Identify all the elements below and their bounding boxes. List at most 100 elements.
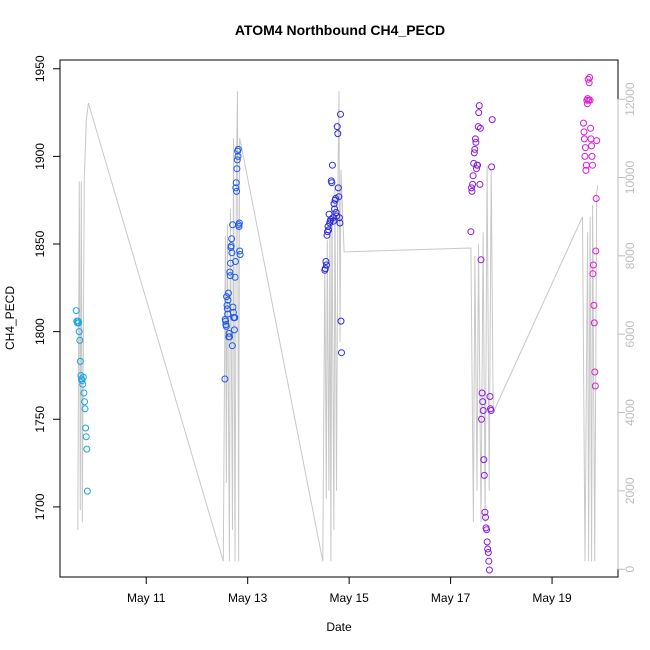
data-point — [581, 144, 589, 152]
data-point — [582, 166, 590, 174]
data-point — [75, 328, 83, 336]
data-point — [482, 513, 489, 521]
data-point — [234, 145, 242, 153]
data-point — [487, 407, 495, 414]
data-point — [486, 393, 494, 400]
data-point — [467, 228, 475, 236]
data-point — [321, 265, 329, 273]
y-right-tick-label: 2000 — [623, 477, 637, 504]
data-point — [226, 333, 233, 341]
data-point — [468, 187, 476, 195]
data-point — [80, 389, 88, 397]
data-point — [581, 152, 589, 160]
data-point — [334, 184, 342, 192]
data-point — [476, 180, 484, 188]
y-right-tick-label: 0 — [623, 566, 637, 573]
data-point — [479, 407, 487, 414]
data-point — [591, 368, 599, 376]
y-right-tick-label: 12000 — [623, 82, 637, 116]
data-point — [590, 301, 598, 309]
data-point — [72, 307, 80, 315]
data-point — [76, 357, 84, 365]
data-point — [470, 149, 478, 157]
data-point — [228, 342, 236, 350]
data-point — [469, 180, 477, 188]
data-point — [338, 349, 345, 357]
data-point — [584, 75, 592, 83]
data-point — [592, 195, 600, 202]
data-point — [228, 235, 236, 243]
data-point — [328, 161, 336, 169]
data-point — [224, 296, 232, 304]
line-layer — [77, 91, 599, 562]
data-point — [329, 217, 337, 225]
data-point — [476, 124, 484, 132]
x-tick-label: May 19 — [532, 591, 572, 605]
y-axis-left: 1700 1750 1800 1850 1900 1950 — [33, 55, 61, 520]
data-point — [475, 109, 483, 117]
data-point — [231, 314, 239, 322]
data-point — [236, 251, 244, 258]
data-point — [232, 184, 240, 192]
data-point — [236, 247, 244, 255]
data-point — [470, 159, 478, 167]
data-point — [81, 398, 88, 406]
data-point — [488, 116, 496, 124]
data-point — [232, 258, 239, 265]
y-right-tick-label: 8000 — [623, 242, 637, 269]
data-point — [333, 123, 341, 131]
x-tick-label: May 11 — [127, 591, 166, 605]
data-point — [75, 319, 83, 327]
data-point — [477, 256, 485, 264]
data-point — [335, 214, 343, 222]
data-point — [481, 508, 489, 516]
data-point — [322, 258, 330, 265]
y-tick-label: 1900 — [33, 143, 47, 170]
data-point — [232, 179, 240, 187]
data-point — [325, 226, 333, 234]
data-point — [233, 187, 240, 195]
data-point — [471, 135, 479, 143]
data-point — [585, 79, 593, 87]
data-point — [588, 152, 596, 160]
series-line-right — [77, 91, 599, 562]
data-point — [230, 326, 238, 334]
chart-title: ATOM4 Northbound CH4_PECD — [235, 22, 445, 38]
data-point — [587, 135, 595, 143]
data-point — [78, 377, 86, 385]
data-point — [589, 270, 597, 278]
data-point — [469, 172, 477, 180]
data-point — [222, 322, 230, 330]
data-point — [224, 289, 232, 297]
data-point — [79, 373, 87, 381]
data-point — [590, 319, 598, 327]
x-tick-label: May 13 — [228, 591, 268, 605]
data-point — [83, 445, 91, 453]
data-point — [484, 549, 492, 556]
y-axis-label: CH4_PECD — [3, 286, 17, 350]
data-point — [586, 74, 594, 81]
data-point — [229, 303, 237, 311]
point-layer — [72, 74, 601, 574]
data-point — [221, 375, 229, 383]
data-point — [233, 156, 241, 164]
data-point — [586, 96, 594, 104]
data-point — [474, 123, 482, 131]
y-right-tick-label: 10000 — [623, 160, 637, 194]
data-point — [229, 308, 237, 316]
data-point — [332, 209, 340, 216]
plot-area — [59, 59, 619, 578]
data-point — [473, 165, 480, 173]
data-point — [225, 329, 233, 337]
data-point — [488, 163, 496, 171]
data-point — [337, 110, 344, 118]
data-point — [79, 380, 87, 388]
x-tick-label: May 17 — [431, 591, 471, 605]
data-point — [588, 142, 595, 150]
data-point — [591, 382, 599, 390]
data-point — [485, 557, 493, 565]
data-point — [478, 389, 486, 397]
data-point — [480, 471, 488, 479]
y-axis-right: 0 2000 4000 6000 8000 10000 12000 — [617, 82, 637, 573]
data-point — [480, 456, 488, 464]
